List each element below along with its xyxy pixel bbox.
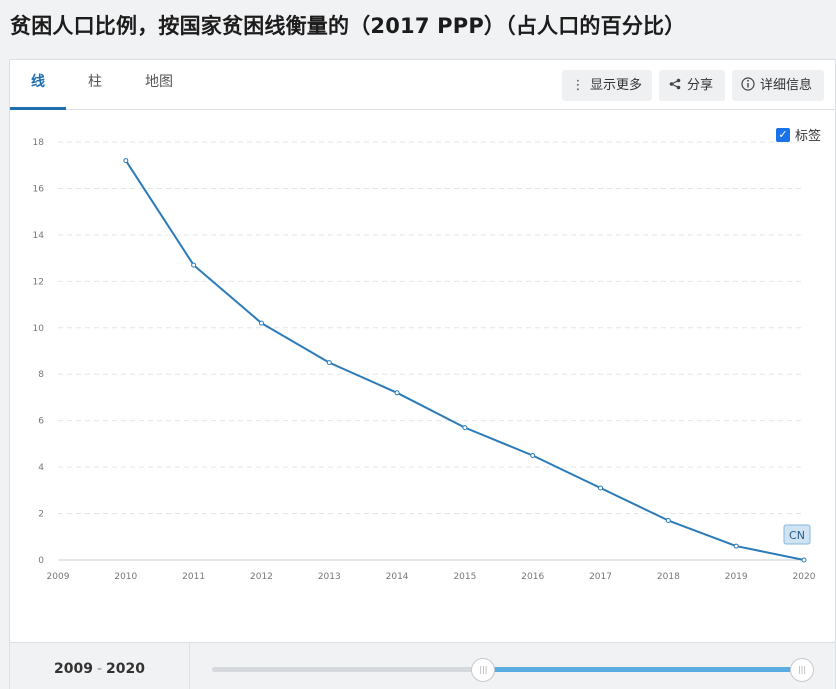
x-tick-label: 2015: [453, 572, 476, 582]
x-tick-label: 2011: [182, 572, 205, 582]
data-point: [733, 543, 739, 549]
series-line: [124, 160, 805, 561]
tab-bar[interactable]: 柱: [88, 74, 102, 90]
x-tick-label: 2018: [657, 572, 680, 582]
range-text: 2009-2020: [10, 643, 190, 689]
y-tick-label: 2: [38, 510, 44, 520]
label-toggle-text: 标签: [794, 129, 821, 144]
chart-type-tabs: 线 柱 地图 ⋮ 显示更多 分享: [10, 60, 835, 110]
details-button[interactable]: 详细信息: [732, 70, 824, 101]
data-point: [191, 262, 197, 268]
x-tick-label: 2020: [793, 572, 816, 582]
data-point: [462, 425, 468, 431]
vertical-ellipsis-icon: ⋮: [571, 78, 585, 93]
x-tick-label: 2016: [521, 572, 544, 582]
y-tick-label: 0: [38, 556, 44, 566]
x-tick-label: 2014: [386, 572, 409, 582]
y-tick-label: 8: [38, 370, 44, 380]
data-point: [123, 158, 129, 164]
data-point: [258, 320, 264, 326]
x-tick-label: 2010: [114, 572, 137, 582]
data-point: [530, 453, 536, 458]
data-point: [598, 485, 604, 491]
data-point: [801, 557, 807, 563]
share-icon: [667, 70, 683, 101]
x-tick-label: 2013: [318, 572, 341, 582]
x-tick-label: 2009: [47, 572, 70, 582]
data-point: [326, 360, 332, 366]
y-tick-label: 10: [33, 324, 45, 334]
tab-map[interactable]: 地图: [145, 74, 173, 90]
show-more-button[interactable]: ⋮ 显示更多: [562, 70, 652, 101]
y-tick-label: 6: [38, 417, 44, 427]
x-tick-label: 2012: [250, 572, 273, 582]
range-start-handle[interactable]: |||: [471, 658, 496, 682]
series-end-label-box: [783, 524, 811, 545]
tab-line[interactable]: 线: [10, 60, 66, 110]
x-tick-label: 2019: [725, 572, 748, 582]
line-chart: 0 2 4 6 8 10 12 14 16 18 2009 2010 2011 2012 2013 2014 2…: [33, 138, 816, 582]
y-tick-label: 16: [33, 184, 45, 194]
y-tick-label: 14: [33, 231, 45, 241]
checkbox-checked-icon[interactable]: ✓: [775, 127, 790, 142]
share-label: 分享: [687, 78, 714, 93]
range-slider-fill: [483, 667, 802, 672]
range-slider-track[interactable]: [212, 667, 802, 672]
data-point: [394, 390, 400, 396]
time-range-footer: 2009-2020 ||| |||: [10, 642, 835, 689]
show-more-label: 显示更多: [590, 78, 643, 93]
x-tick-label: 2017: [589, 572, 612, 582]
chart-panel: 线 柱 地图 ⋮ 显示更多 分享: [9, 59, 836, 689]
share-button[interactable]: 分享: [659, 70, 725, 101]
details-label: 详细信息: [760, 78, 813, 93]
range-start: 2009: [54, 661, 93, 677]
range-end: 2020: [106, 661, 145, 677]
range-separator: -: [96, 661, 103, 677]
info-icon: [740, 70, 756, 101]
series-end-label: CN: [789, 529, 805, 542]
y-tick-label: 4: [38, 463, 44, 473]
y-tick-label: 18: [33, 138, 45, 148]
y-tick-label: 12: [33, 277, 44, 287]
label-toggle[interactable]: ✓ 标签: [775, 125, 821, 144]
page-title: 贫困人口比例，按国家贫困线衡量的（2017 PPP）（占人口的百分比）: [10, 14, 686, 38]
chart-area: 0 2 4 6 8 10 12 14 16 18 2009 2010 2011 2012 2013 2014 2…: [10, 111, 835, 641]
data-point: [665, 518, 671, 524]
range-end-handle[interactable]: |||: [790, 658, 814, 682]
